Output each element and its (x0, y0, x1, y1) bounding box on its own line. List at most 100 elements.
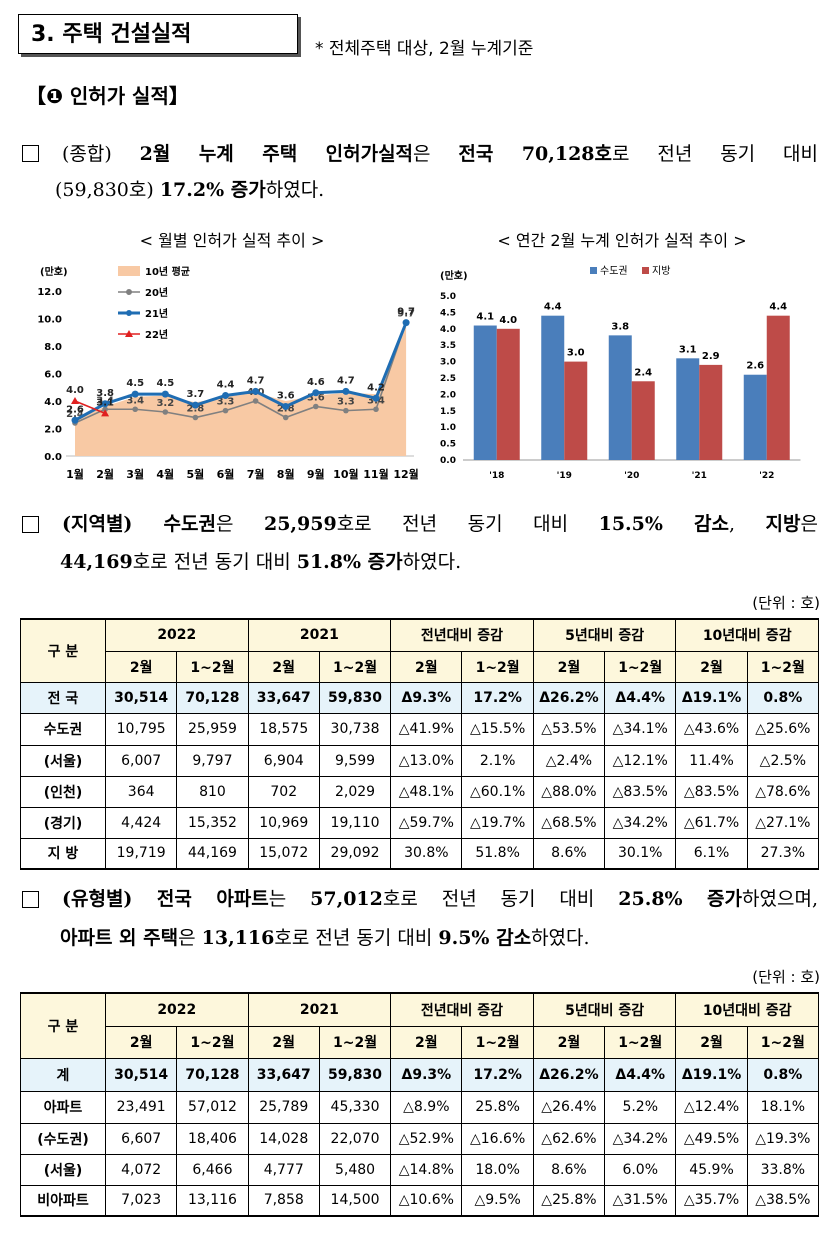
marker (282, 414, 289, 421)
table-cell: 22,070 (318, 1122, 392, 1155)
table-cell: △49.5% (675, 1122, 748, 1155)
row-label: 비아파트 (20, 1184, 106, 1217)
table-cell: 30,514 (104, 1057, 178, 1092)
table-cell: △2.4% (532, 744, 606, 777)
legend-label: 수도권 (600, 265, 628, 277)
row-label: 아파트 (20, 1090, 106, 1124)
table-cell: △43.6% (675, 712, 748, 746)
header-cell: 2월 (390, 1025, 463, 1059)
x-tick-label: '18 (489, 471, 504, 481)
marker (222, 392, 229, 399)
data-label: 4.1 (476, 312, 494, 323)
table-cell: 14,028 (247, 1122, 320, 1155)
text-segment: 호로 전년 동기 대비 (132, 551, 297, 573)
table-cell: 44,169 (176, 837, 249, 870)
paragraph-line: 아파트 외 주택은 13,116호로 전년 동기 대비 9.5% 감소하였다. (60, 924, 590, 952)
header-row: 구 분 2022 2021 전년대비 증감 5년대비 증감 10년대비 증감 (20, 618, 819, 683)
header-cell: 5년대비 증감 (532, 992, 677, 1027)
text-segment: 하였으며, (742, 888, 818, 910)
unit-label: (단위 : 호) (752, 968, 820, 986)
header-cell: 2021 (247, 618, 392, 652)
table-cell: Δ26.2% (532, 1057, 606, 1092)
table-cell: 57,012 (176, 1090, 249, 1124)
marker (101, 409, 110, 417)
table-cell: 59,830 (318, 1057, 392, 1092)
marker (101, 400, 109, 408)
table-row: (서울) 6,007 9,797 6,904 9,599 △13.0% 2.1% △2.4% △… (20, 744, 820, 777)
x-tick-label: '20 (624, 471, 639, 481)
x-tick-label: 11월 (363, 467, 388, 481)
y-tick-label: 1.0 (440, 423, 456, 433)
y-tick-label: 8.0 (44, 342, 62, 353)
row-label: (인천) (20, 775, 106, 808)
y-tick-label: 0.5 (440, 440, 456, 450)
table-cell: 15,072 (247, 837, 320, 870)
table-cell: Δ4.4% (604, 681, 677, 714)
row-label: 전 국 (20, 681, 106, 714)
chart-title: < 월별 인허가 실적 추이 > (140, 231, 325, 250)
x-tick-label: 7월 (247, 467, 265, 481)
table-cell: 13,116 (176, 1184, 249, 1217)
marker (131, 390, 139, 398)
header-row: 구 분 2022 2021 전년대비 증감 5년대비 증감 10년대비 증감 (20, 992, 819, 1059)
text-segment: (종합) (62, 143, 140, 165)
data-label: 4.4 (769, 302, 787, 313)
table-cell: 6.1% (675, 837, 748, 870)
table-cell: 15,352 (176, 806, 249, 839)
table-row: 비아파트 7,023 13,116 7,858 14,500 △10.6% △9.5% △25… (20, 1184, 820, 1217)
table-cell: 11.4% (675, 744, 748, 777)
y-tick-label: 2.0 (440, 390, 456, 400)
header-cell: 2월 (532, 650, 606, 683)
table-cell: △88.0% (532, 775, 606, 808)
table-row: (인천) 364 810 702 2,029 △48.1% △60.1% △88.0% △83.… (20, 775, 820, 808)
bar (743, 374, 767, 460)
paragraph-line: (유형별) 전국 아파트는 57,012호로 전년 동기 대비 25.8% 증가… (62, 885, 818, 913)
bullet-box (22, 891, 39, 908)
chart-title: < 연간 2월 누계 인허가 실적 추이 > (497, 231, 746, 250)
table-cell: △52.9% (390, 1122, 463, 1155)
header-cell: 1~2월 (746, 650, 820, 683)
legend-marker (126, 310, 132, 316)
paragraph-line: (지역별) 수도권은 25,959호로 전년 동기 대비 15.5% 감소, 지… (62, 510, 818, 538)
y-tick-label: 3.0 (440, 358, 456, 368)
x-tick-label: 6월 (217, 467, 235, 481)
subheading: 【❶ 인허가 실적】 (26, 84, 189, 108)
text-segment: 2월 누계 주택 인허가실적 (139, 143, 414, 165)
header-cell: 2월 (247, 1025, 320, 1059)
header-cell: 2월 (247, 650, 320, 683)
table-cell: △53.5% (532, 712, 606, 746)
y-tick-label: 0.0 (44, 452, 62, 463)
data-label: 3.7 (187, 389, 205, 400)
table-cell: 30,514 (104, 681, 178, 714)
data-label: 2.4 (66, 409, 84, 420)
data-label: 3.8 (96, 388, 114, 399)
header-row: 2월 1~2월 2월 1~2월 2월 1~2월 2월 1~2월 2월 1~2월 (21, 1025, 820, 1059)
text-segment: 호로 전년 동기 대비 (336, 513, 599, 535)
table-cell: 4,072 (104, 1153, 178, 1186)
paragraph-line: 44,169호로 전년 동기 대비 51.8% 증가하였다. (60, 548, 461, 576)
data-label: 4.5 (126, 378, 144, 389)
line (74, 400, 106, 415)
table-cell: 45.9% (675, 1153, 748, 1186)
header-cell: 2022 (105, 992, 249, 1027)
data-label: 2.8 (187, 404, 205, 415)
row-label: (경기) (20, 806, 106, 839)
charts: < 월별 인허가 실적 추이 > < 연간 2월 누계 인허가 실적 추이 > … (37, 231, 801, 481)
text-segment: (유형별) (62, 888, 157, 910)
text-segment: 호로 전년 동기 대비 (382, 888, 619, 910)
table-cell: 810 (176, 775, 249, 808)
table-row: 전 국 30,514 70,128 33,647 59,830 Δ9.3% 17.2% Δ26… (20, 681, 820, 714)
table-cell: △34.1% (604, 712, 677, 746)
table-cell: Δ4.4% (604, 1057, 677, 1092)
table-cell: △12.1% (604, 744, 677, 777)
text-segment: 51.8% 증가 (296, 551, 403, 573)
text-segment: 25,959 (263, 513, 337, 535)
header-cell: 구 분 (20, 618, 106, 683)
text-segment: 은 (178, 927, 202, 949)
table-cell: Δ9.3% (390, 1057, 463, 1092)
table-row: 아파트 23,491 57,012 25,789 45,330 △8.9% 25.8% △26… (20, 1090, 820, 1124)
table-cell: △62.6% (532, 1122, 606, 1155)
data-label: 3.3 (217, 397, 235, 408)
y-tick-label: 4.5 (440, 308, 456, 318)
data-label: 3.6 (307, 393, 325, 404)
